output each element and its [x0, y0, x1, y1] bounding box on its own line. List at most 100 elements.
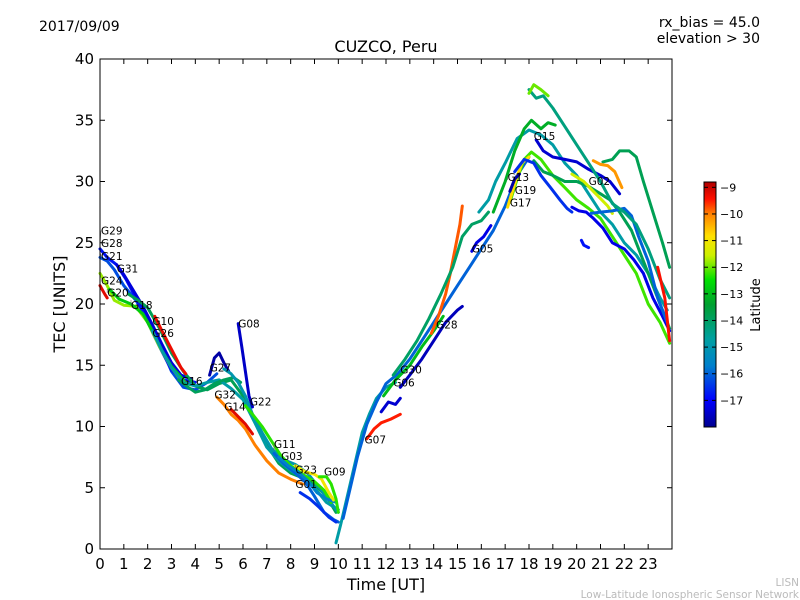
sat-label-g07: G07	[365, 435, 387, 447]
trace-g32b	[527, 88, 672, 300]
rx-bias-label: rx_bias = 45.0	[659, 15, 760, 31]
trace-g28	[398, 304, 464, 389]
y-tick-label: 0	[84, 540, 94, 558]
trace-g01	[298, 491, 338, 524]
y-tick-label: 5	[84, 479, 94, 497]
colorbar-label: Latitude	[749, 278, 764, 332]
x-tick-label: 3	[167, 555, 177, 573]
x-tick-label: 12	[376, 555, 395, 573]
trace-g31	[115, 263, 193, 381]
sat-label-g15: G15	[534, 131, 556, 143]
colorbar-tick-label: −13	[720, 288, 743, 301]
colorbar-tick-label: −16	[720, 368, 743, 381]
sat-label-g01: G01	[295, 479, 317, 491]
x-tick-label: 14	[424, 555, 443, 573]
trace-g17b	[656, 265, 672, 343]
trace-g18b	[508, 172, 521, 193]
sat-label-g28: G28	[436, 320, 458, 332]
x-axis-label: Time [UT]	[346, 575, 425, 594]
trace-g25b	[570, 205, 672, 333]
satellite-labels: G29G28G21G31G24G20G18G10G26G08G27G16G32G…	[101, 131, 610, 491]
x-tick-label: 8	[286, 555, 296, 573]
sat-label-g09: G09	[324, 467, 346, 479]
x-tick-label: 7	[262, 555, 272, 573]
y-tick-label: 10	[75, 418, 94, 436]
x-tick-label: 21	[591, 555, 610, 573]
x-tick-label: 4	[191, 555, 201, 573]
colorbar-tick-label: −15	[720, 341, 743, 354]
sat-label-g18: G18	[131, 300, 153, 312]
sat-label-g06: G06	[393, 378, 415, 390]
sat-label-g13: G13	[508, 172, 529, 184]
colorbar-tick-label: −9	[720, 181, 736, 194]
trace-g06b	[365, 412, 402, 441]
trace-g16	[177, 376, 243, 394]
trace-g24b	[589, 206, 669, 324]
trace-g14	[229, 407, 254, 436]
x-tick-label: 18	[519, 555, 538, 573]
trace-g22	[243, 404, 333, 504]
y-axis-ticks: 0 5 10 15 20 25 30 35 40	[75, 50, 672, 558]
sat-label-g26: G26	[152, 328, 174, 340]
trace-g13	[477, 128, 669, 312]
x-tick-label: 6	[238, 555, 248, 573]
elevation-label: elevation > 30	[657, 31, 760, 47]
sat-label-g16: G16	[181, 376, 203, 388]
x-tick-label: 13	[400, 555, 419, 573]
x-tick-label: 10	[329, 555, 348, 573]
sat-label-g23: G23	[295, 464, 317, 476]
trace-g02b	[570, 172, 614, 215]
x-tick-label: 1	[119, 555, 129, 573]
x-tick-label: 9	[310, 555, 320, 573]
lisn-long-label: Low-Latitude Ionospheric Sensor Network	[581, 589, 800, 600]
x-tick-label: 19	[543, 555, 562, 573]
y-tick-label: 30	[75, 173, 94, 191]
x-tick-label: 17	[496, 555, 515, 573]
sat-label-g31: G31	[117, 263, 139, 275]
lisn-short-label: LISN	[776, 577, 799, 589]
y-tick-label: 25	[75, 234, 94, 252]
trace-g28b	[98, 284, 109, 300]
trace-g05	[470, 224, 493, 253]
trace-g02	[532, 159, 672, 330]
chart-title: CUZCO, Peru	[334, 37, 437, 56]
x-tick-label: 16	[472, 555, 491, 573]
trace-g20c	[591, 159, 624, 190]
trace-g32c	[527, 83, 550, 98]
satellite-traces	[98, 83, 672, 545]
trace-g08	[236, 322, 254, 409]
sat-label-g22: G22	[250, 397, 272, 409]
x-tick-label: 2	[143, 555, 153, 573]
sat-label-g21: G21	[101, 251, 123, 263]
sat-label-g20: G20	[107, 288, 129, 300]
colorbar-tick-label: −14	[720, 314, 743, 327]
colorbar-tick-label: −12	[720, 261, 743, 274]
y-tick-label: 15	[75, 356, 94, 374]
sat-label-g32: G32	[214, 389, 236, 401]
colorbar-tick-label: −17	[720, 394, 743, 407]
date-label: 2017/09/09	[39, 19, 120, 35]
colorbar-ticks: −9 −10 −11 −12 −13 −14 −15 −16 −17	[704, 181, 743, 407]
sat-label-g10: G10	[152, 316, 174, 328]
x-tick-label: 23	[639, 555, 658, 573]
sat-label-g27: G27	[210, 362, 232, 374]
trace-g12	[391, 210, 490, 377]
colorbar	[703, 181, 717, 428]
y-tick-label: 20	[75, 295, 94, 313]
x-tick-label: 15	[448, 555, 467, 573]
x-tick-label: 20	[567, 555, 586, 573]
trace-g06	[379, 396, 402, 414]
colorbar-tick-label: −10	[720, 208, 743, 221]
x-tick-label: 0	[95, 555, 105, 573]
x-tick-label: 11	[353, 555, 372, 573]
x-tick-label: 5	[214, 555, 224, 573]
sat-label-g29: G29	[101, 226, 123, 238]
sat-label-g30: G30	[400, 364, 422, 376]
trace-g09	[317, 475, 340, 514]
plot-frame	[99, 58, 673, 550]
sat-label-g19: G19	[515, 185, 537, 197]
trace-g30	[382, 314, 445, 398]
trace-g20b	[601, 149, 672, 269]
sat-label-g08: G08	[238, 318, 260, 330]
